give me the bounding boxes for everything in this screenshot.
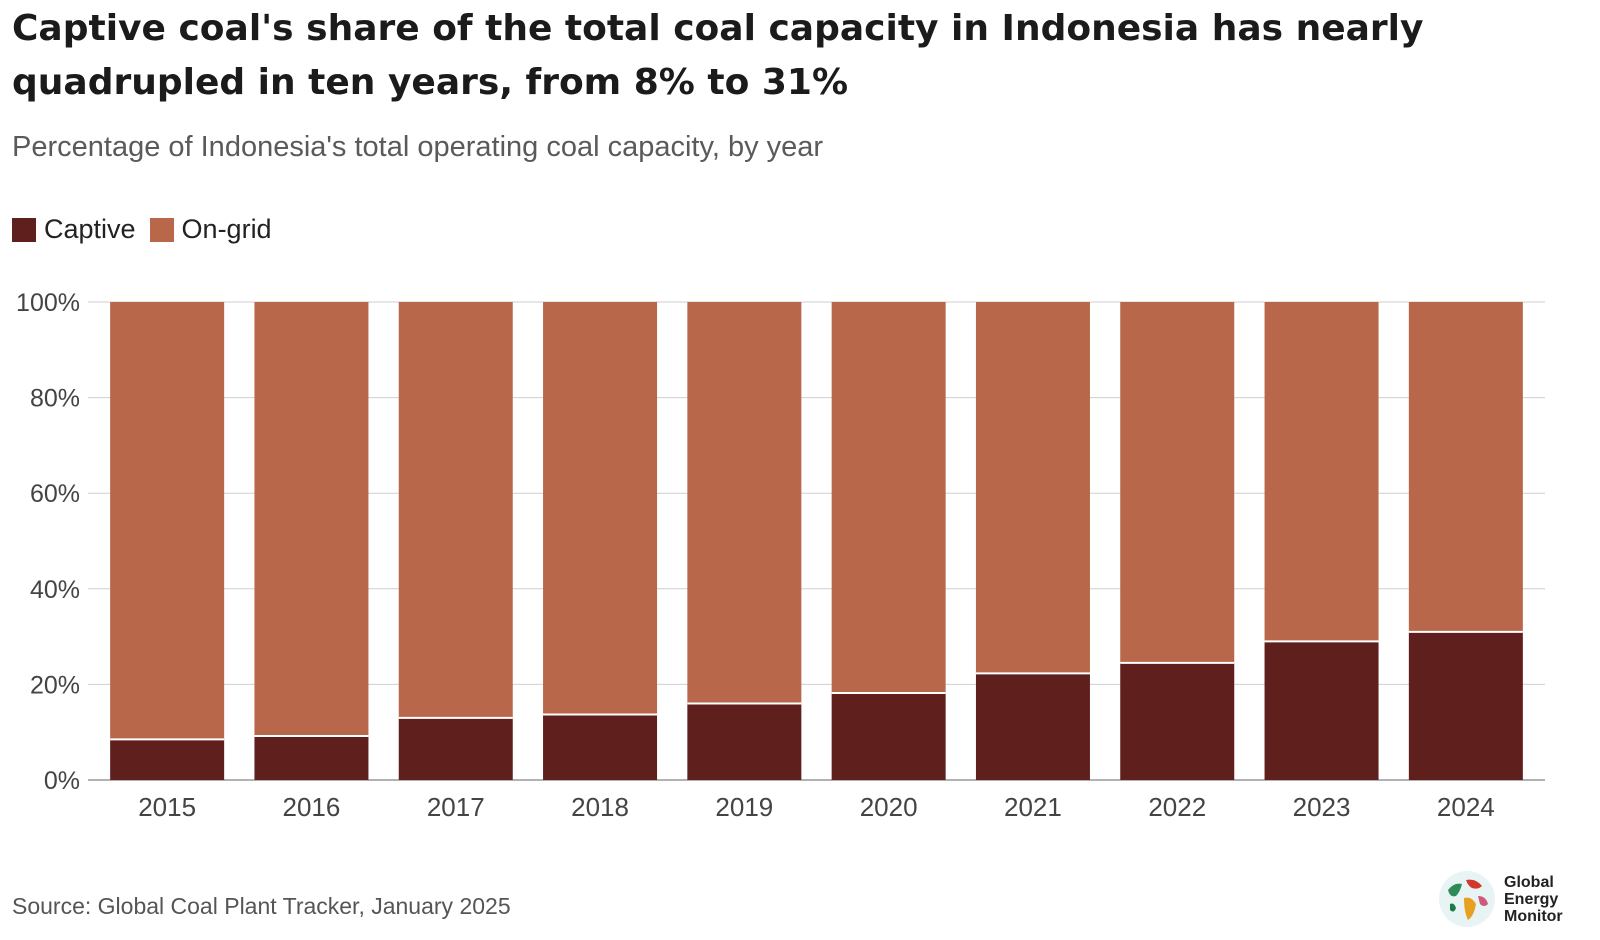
chart-subtitle: Percentage of Indonesia's total operatin… (12, 131, 824, 163)
global-energy-monitor-logo: Global Energy Monitor (1438, 870, 1563, 928)
bar-captive-2024 (1408, 631, 1523, 780)
bar-captive-2021 (975, 673, 1090, 780)
bar-captive-2019 (687, 703, 802, 780)
legend-swatch-on-grid (149, 217, 174, 242)
source-note: Source: Global Coal Plant Tracker, Janua… (12, 893, 511, 919)
bar-captive-2016 (254, 736, 369, 780)
x-tick-label: 2017 (427, 792, 485, 822)
bar-on-grid-2016 (254, 302, 369, 737)
bar-captive-2018 (543, 714, 658, 780)
x-tick-label: 2016 (283, 792, 341, 822)
logo-line-1: Global (1504, 873, 1554, 891)
x-tick-label: 2018 (571, 792, 629, 822)
x-tick-label: 2021 (1004, 792, 1062, 822)
x-tick-label: 2024 (1437, 792, 1495, 822)
y-tick-label: 20% (30, 671, 80, 699)
bar-captive-2020 (831, 693, 946, 780)
x-tick-label: 2022 (1148, 792, 1206, 822)
x-tick-label: 2019 (715, 792, 773, 822)
bar-captive-2022 (1120, 662, 1235, 780)
logo-line-3: Monitor (1504, 907, 1563, 925)
x-tick-label: 2015 (138, 792, 196, 822)
chart-title: Captive coal's share of the total coal c… (12, 8, 1424, 103)
legend: Captive On-grid (12, 214, 272, 245)
logo-line-2: Energy (1504, 890, 1559, 908)
bar-on-grid-2015 (110, 302, 225, 740)
bar-on-grid-2022 (1120, 302, 1235, 663)
bar-on-grid-2020 (831, 302, 946, 694)
y-tick-label: 40% (30, 576, 80, 604)
y-tick-label: 100% (16, 289, 80, 317)
bar-on-grid-2017 (398, 302, 513, 718)
x-tick-label: 2023 (1293, 792, 1351, 822)
bar-on-grid-2023 (1264, 302, 1379, 642)
bar-on-grid-2024 (1408, 302, 1523, 632)
logo-text: Global Energy Monitor (1504, 874, 1563, 925)
bar-captive-2023 (1264, 641, 1379, 780)
bar-captive-2017 (398, 717, 513, 780)
bar-on-grid-2021 (975, 302, 1090, 674)
bar-on-grid-2019 (687, 302, 802, 704)
legend-label-on-grid: On-grid (181, 214, 272, 244)
globe-icon (1439, 871, 1495, 927)
y-tick-label: 0% (44, 767, 80, 795)
legend-item-on-grid: On-grid (149, 214, 272, 245)
stacked-bar-chart: 0% 20% 40% 60% 80% 100% 2015 2016 2017 2018 2019 20… (16, 289, 1545, 822)
x-tick-label: 2020 (860, 792, 918, 822)
y-tick-label: 60% (30, 480, 80, 508)
legend-label-captive: Captive (44, 214, 136, 244)
y-tick-label: 80% (30, 385, 80, 413)
bar-captive-2015 (110, 739, 225, 780)
bar-on-grid-2018 (543, 302, 658, 715)
legend-swatch-captive (12, 217, 36, 242)
legend-item-captive: Captive (12, 214, 136, 245)
